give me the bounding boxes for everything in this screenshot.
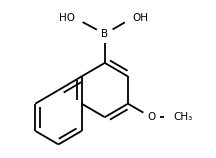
Text: CH₃: CH₃	[173, 112, 193, 122]
Text: OH: OH	[133, 13, 149, 23]
Text: B: B	[101, 29, 108, 39]
Text: HO: HO	[59, 13, 75, 23]
Text: O: O	[147, 112, 155, 122]
